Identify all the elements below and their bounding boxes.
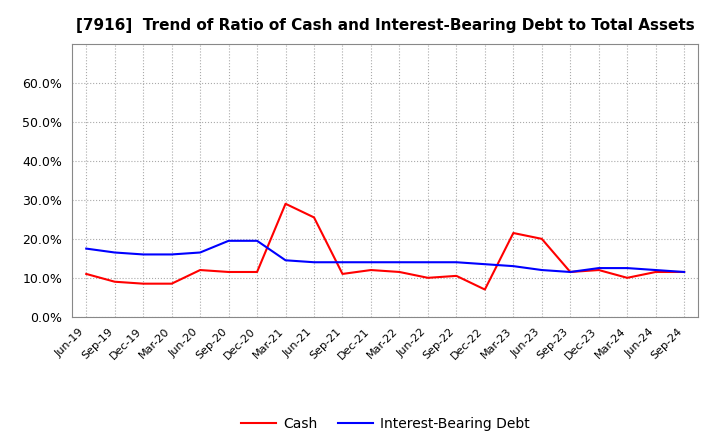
- Interest-Bearing Debt: [282, 258, 290, 263]
- Interest-Bearing Debt: [196, 250, 204, 255]
- Interest-Bearing Debt: [595, 265, 603, 271]
- Title: [7916]  Trend of Ratio of Cash and Interest-Bearing Debt to Total Assets: [7916] Trend of Ratio of Cash and Intere…: [76, 18, 695, 33]
- Cash: [680, 269, 688, 275]
- Cash: [566, 269, 575, 275]
- Legend: Cash, Interest-Bearing Debt: Cash, Interest-Bearing Debt: [235, 411, 535, 436]
- Interest-Bearing Debt: [167, 252, 176, 257]
- Cash: [480, 287, 489, 292]
- Interest-Bearing Debt: [395, 260, 404, 265]
- Interest-Bearing Debt: [310, 260, 318, 265]
- Interest-Bearing Debt: [652, 268, 660, 273]
- Interest-Bearing Debt: [566, 269, 575, 275]
- Cash: [509, 231, 518, 236]
- Cash: [537, 236, 546, 242]
- Interest-Bearing Debt: [423, 260, 432, 265]
- Cash: [423, 275, 432, 280]
- Interest-Bearing Debt: [366, 260, 375, 265]
- Interest-Bearing Debt: [452, 260, 461, 265]
- Cash: [196, 268, 204, 273]
- Cash: [366, 268, 375, 273]
- Cash: [652, 269, 660, 275]
- Interest-Bearing Debt: [680, 269, 688, 275]
- Cash: [338, 271, 347, 277]
- Interest-Bearing Debt: [623, 265, 631, 271]
- Cash: [139, 281, 148, 286]
- Cash: [110, 279, 119, 284]
- Interest-Bearing Debt: [110, 250, 119, 255]
- Cash: [623, 275, 631, 280]
- Interest-Bearing Debt: [509, 264, 518, 269]
- Interest-Bearing Debt: [139, 252, 148, 257]
- Cash: [452, 273, 461, 279]
- Interest-Bearing Debt: [253, 238, 261, 243]
- Interest-Bearing Debt: [82, 246, 91, 251]
- Cash: [82, 271, 91, 277]
- Cash: [225, 269, 233, 275]
- Interest-Bearing Debt: [537, 268, 546, 273]
- Cash: [253, 269, 261, 275]
- Interest-Bearing Debt: [225, 238, 233, 243]
- Line: Interest-Bearing Debt: Interest-Bearing Debt: [86, 241, 684, 272]
- Line: Cash: Cash: [86, 204, 684, 290]
- Cash: [595, 268, 603, 273]
- Interest-Bearing Debt: [338, 260, 347, 265]
- Cash: [310, 215, 318, 220]
- Cash: [282, 201, 290, 206]
- Cash: [167, 281, 176, 286]
- Cash: [395, 269, 404, 275]
- Interest-Bearing Debt: [480, 261, 489, 267]
